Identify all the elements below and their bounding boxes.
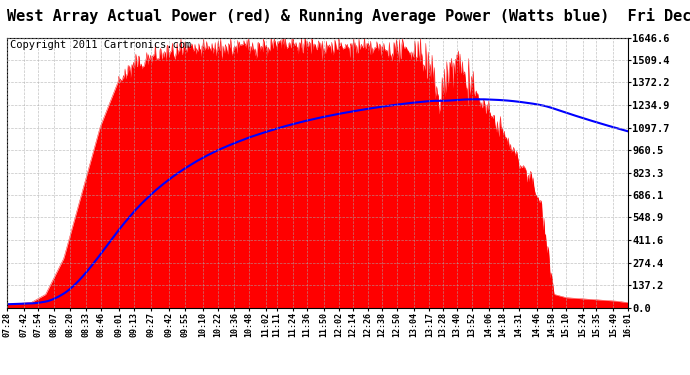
Text: Copyright 2011 Cartronics.com: Copyright 2011 Cartronics.com — [10, 40, 191, 50]
Text: West Array Actual Power (red) & Running Average Power (Watts blue)  Fri Dec 9 16: West Array Actual Power (red) & Running … — [7, 8, 690, 24]
